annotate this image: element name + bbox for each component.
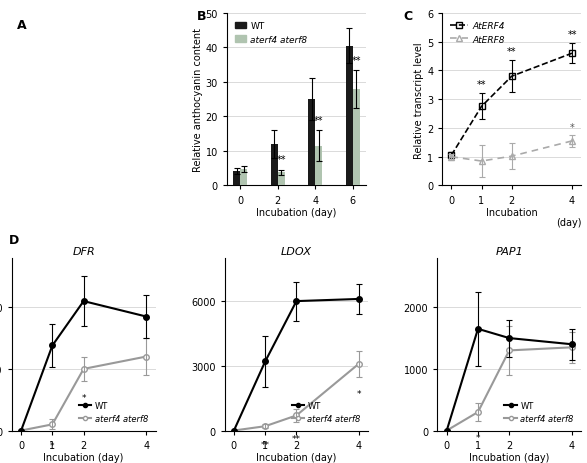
- AtERF8: [508, 154, 515, 160]
- Title: DFR: DFR: [72, 246, 95, 256]
- Y-axis label: Relative transcript level: Relative transcript level: [414, 42, 424, 158]
- X-axis label: Incubation (day): Incubation (day): [257, 452, 336, 463]
- Line: AtERF8: AtERF8: [448, 139, 575, 164]
- Bar: [315, 146, 322, 186]
- Title: PAP1: PAP1: [495, 246, 523, 256]
- Text: **: **: [352, 56, 361, 66]
- Text: *: *: [475, 433, 480, 443]
- Text: *: *: [82, 394, 86, 402]
- Line: AtERF4: AtERF4: [448, 51, 575, 159]
- Text: **: **: [276, 155, 286, 165]
- Text: C: C: [403, 11, 413, 24]
- Text: (day): (day): [556, 217, 581, 227]
- X-axis label: Incubation (day): Incubation (day): [257, 208, 336, 218]
- Text: *: *: [50, 441, 55, 450]
- Text: **: **: [314, 116, 323, 126]
- Text: *: *: [570, 123, 575, 133]
- Text: **: **: [567, 30, 577, 40]
- Bar: [240, 169, 247, 186]
- Legend: WT, aterf4 aterf8: WT, aterf4 aterf8: [501, 398, 577, 426]
- Bar: [353, 90, 360, 186]
- Text: A: A: [17, 19, 27, 32]
- Text: **: **: [507, 47, 517, 57]
- AtERF4: [478, 104, 485, 110]
- Text: D: D: [9, 234, 19, 247]
- Bar: [278, 173, 285, 186]
- Legend: WT, aterf4 aterf8: WT, aterf4 aterf8: [76, 398, 151, 426]
- AtERF4: [508, 74, 515, 80]
- Text: **: **: [292, 434, 301, 443]
- Bar: [271, 145, 278, 186]
- Legend: WT, aterf4 aterf8: WT, aterf4 aterf8: [231, 19, 311, 48]
- X-axis label: Incubation (day): Incubation (day): [43, 452, 124, 463]
- Legend: AtERF4, AtERF8: AtERF4, AtERF8: [447, 19, 509, 48]
- Legend: WT, aterf4 aterf8: WT, aterf4 aterf8: [288, 398, 364, 426]
- Text: *: *: [357, 389, 361, 398]
- Bar: [308, 100, 315, 186]
- AtERF8: [569, 139, 576, 144]
- Text: **: **: [477, 80, 486, 90]
- AtERF4: [448, 153, 455, 159]
- Title: LDOX: LDOX: [281, 246, 312, 256]
- AtERF8: [478, 159, 485, 164]
- AtERF8: [448, 155, 455, 160]
- Y-axis label: Relative anthocyanin content: Relative anthocyanin content: [193, 28, 203, 172]
- AtERF4: [569, 51, 576, 57]
- X-axis label: Incubation (day): Incubation (day): [469, 452, 549, 463]
- X-axis label: Incubation: Incubation: [486, 208, 538, 218]
- Bar: [233, 172, 240, 186]
- Text: B: B: [197, 11, 206, 24]
- Text: **: **: [261, 440, 269, 450]
- Bar: [346, 47, 353, 186]
